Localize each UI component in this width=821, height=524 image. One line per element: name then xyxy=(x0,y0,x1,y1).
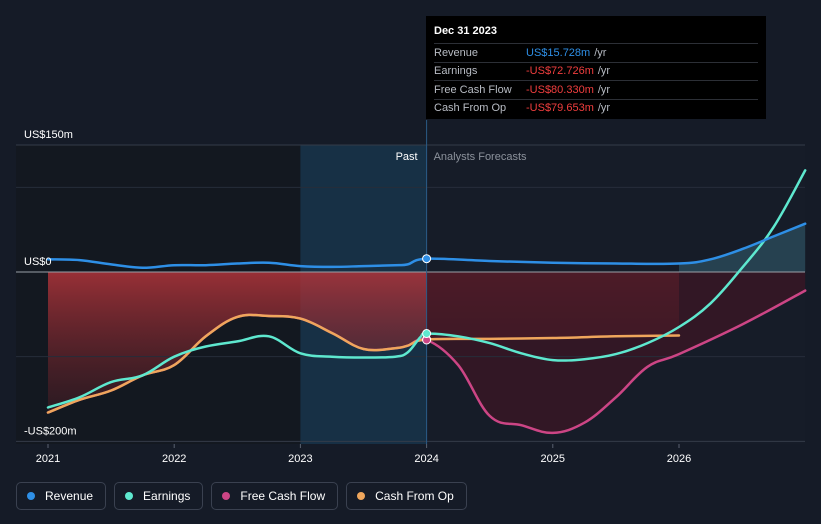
tooltip: Dec 31 2023 Revenue US$15.728m /yr Earni… xyxy=(426,16,766,119)
tooltip-unit: /yr xyxy=(597,102,611,115)
revenue-line xyxy=(46,222,807,270)
y-tick-label: US$150m xyxy=(24,129,73,141)
legend-label: Free Cash Flow xyxy=(240,489,326,503)
tooltip-label: Cash From Op xyxy=(434,102,507,115)
legend-item-cash-from-op[interactable]: Cash From Op xyxy=(346,482,467,510)
tooltip-row-free-cash-flow: Free Cash Flow -US$80.330m /yr xyxy=(434,80,758,99)
y-tick-label: -US$200m xyxy=(24,425,77,437)
tooltip-date: Dec 31 2023 xyxy=(434,25,497,37)
tooltip-unit: /yr xyxy=(597,65,611,78)
legend-item-free-cash-flow[interactable]: Free Cash Flow xyxy=(211,482,339,510)
x-tick-label: 2022 xyxy=(162,453,186,465)
tooltip-row-earnings: Earnings -US$72.726m /yr xyxy=(434,61,758,81)
y-axis-labels: US$150m US$0 -US$200m xyxy=(24,129,77,437)
x-axis-labels: 2021 2022 2023 2024 2025 2026 xyxy=(36,444,691,465)
y-tick-label: US$0 xyxy=(24,256,52,268)
tooltip-value: -US$79.653m xyxy=(526,102,594,115)
legend-item-revenue[interactable]: Revenue xyxy=(16,482,107,510)
earnings-line xyxy=(46,169,807,409)
revenue-marker xyxy=(422,254,432,264)
gridlines xyxy=(16,144,805,442)
x-tick-label: 2023 xyxy=(288,453,312,465)
tooltip-unit: /yr xyxy=(597,83,611,96)
series-lines xyxy=(46,169,807,435)
tooltip-label: Revenue xyxy=(434,46,479,59)
free-cash-flow-dot-icon xyxy=(222,492,231,500)
past-label: Past xyxy=(396,151,418,163)
series-markers xyxy=(422,254,432,345)
free-cash-flow-forecast-area xyxy=(426,272,806,433)
x-tick-label: 2026 xyxy=(667,453,691,465)
legend-label: Cash From Op xyxy=(375,489,454,503)
legend-label: Revenue xyxy=(45,489,94,503)
legend-item-earnings[interactable]: Earnings xyxy=(114,482,204,510)
tooltip-value: US$15.728m xyxy=(526,46,591,59)
cash-from-op-dot-icon xyxy=(357,492,366,500)
tooltip-value: -US$80.330m xyxy=(526,83,594,96)
x-tick-label: 2025 xyxy=(541,453,565,465)
forecast-label: Analysts Forecasts xyxy=(434,151,527,163)
earnings-dot-icon xyxy=(125,492,134,500)
tooltip-value: -US$72.726m xyxy=(526,65,594,78)
tooltip-unit: /yr xyxy=(594,46,607,59)
legend: Revenue Earnings Free Cash Flow Cash Fro… xyxy=(16,482,467,510)
x-tick-label: 2021 xyxy=(36,453,60,465)
legend-label: Earnings xyxy=(143,489,191,503)
x-tick-label: 2024 xyxy=(414,453,438,465)
revenue-dot-icon xyxy=(27,492,35,500)
tooltip-label: Earnings xyxy=(434,65,478,78)
tooltip-row-revenue: Revenue US$15.728m /yr xyxy=(434,43,758,62)
tooltip-row-cash-from-op: Cash From Op -US$79.653m /yr xyxy=(434,98,758,118)
earnings-marker xyxy=(422,329,432,339)
tooltip-label: Free Cash Flow xyxy=(434,83,512,96)
